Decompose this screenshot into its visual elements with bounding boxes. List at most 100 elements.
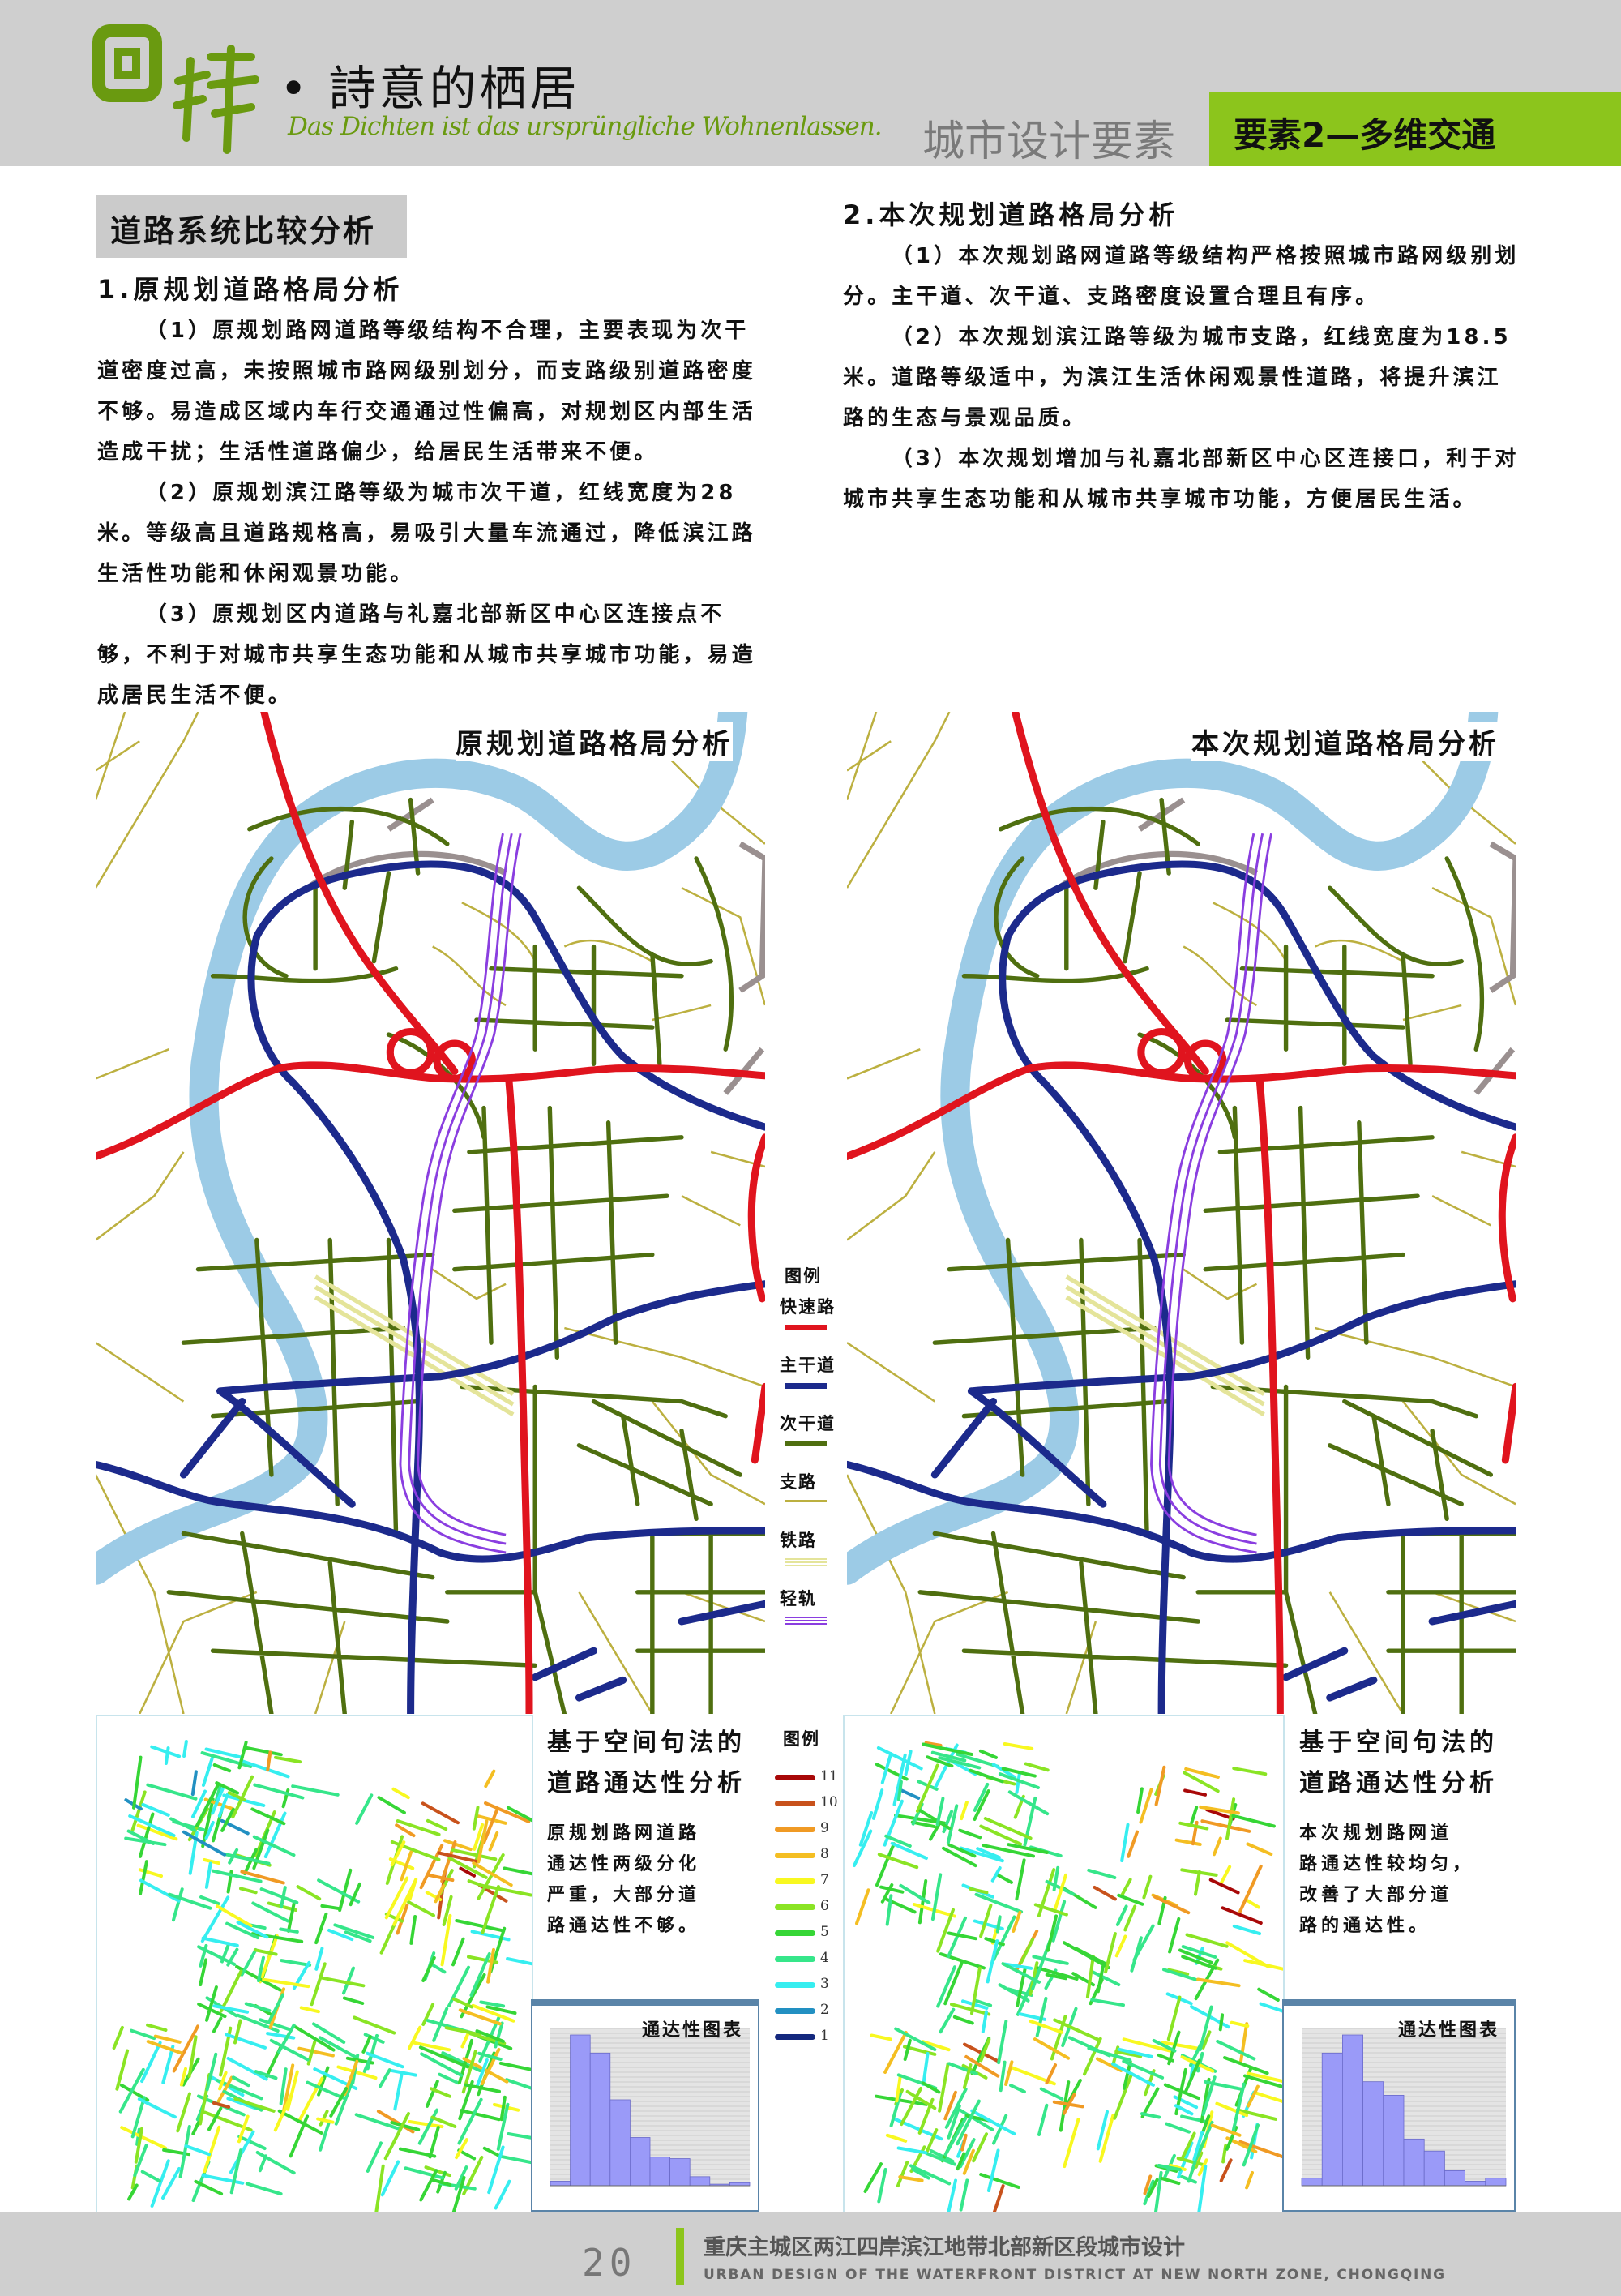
- accessibility-segment: [911, 2167, 930, 2180]
- accessibility-segment: [329, 2087, 348, 2118]
- accessibility-segment: [1001, 1767, 1037, 1778]
- accessibility-segment: [1183, 2058, 1201, 2094]
- accessibility-segment: [146, 2023, 168, 2032]
- accessibility-segment: [226, 2057, 268, 2081]
- accessibility-segment: [203, 2125, 221, 2174]
- accessibility-segment: [472, 1861, 513, 1887]
- accessibility-segment: [460, 2031, 470, 2049]
- accessibility-segment: [1199, 1805, 1240, 1815]
- accessibility-segment: [1074, 1947, 1107, 1966]
- accessibility-legend-swatch: [775, 2008, 815, 2014]
- right-paragraph-3: （3）本次规划增加与礼嘉北部新区中心区连接口，利于对城市共享生态功能和从城市共享…: [843, 447, 1520, 512]
- accessibility-segment: [455, 1919, 506, 1933]
- accessibility-segment: [447, 2175, 466, 2227]
- accessibility-legend-label: 9: [820, 1820, 829, 1836]
- accessibility-segment: [991, 1763, 1017, 1780]
- accessibility-segment: [216, 1904, 253, 1928]
- accessibility-segment: [314, 1912, 328, 1945]
- histogram-bar: [550, 2181, 571, 2187]
- accessibility-segment: [287, 1901, 296, 1933]
- left-accessibility-map: [96, 1715, 558, 2227]
- accessibility-segment: [251, 1901, 290, 1923]
- accessibility-segment: [1181, 1945, 1217, 1959]
- accessibility-segment: [855, 1888, 870, 1925]
- accessibility-segment: [242, 1848, 258, 1875]
- accessibility-segment: [172, 2024, 199, 2073]
- accessibility-segment: [133, 2144, 148, 2178]
- accessibility-segment: [430, 1962, 447, 1974]
- accessibility-segment: [1053, 2018, 1101, 2042]
- accessibility-segment: [455, 2138, 468, 2160]
- accessibility-segment: [484, 1801, 531, 1823]
- accessibility-segment: [875, 2094, 928, 2106]
- accessibility-segment: [168, 1892, 212, 1910]
- accessibility-segment: [451, 1848, 498, 1861]
- left-map-title: 原规划道路格局分析: [456, 722, 733, 761]
- accessibility-segment: [132, 1755, 143, 1810]
- road-legend-label: 快速路: [780, 1297, 836, 1317]
- accessibility-segment: [112, 2025, 124, 2050]
- accessibility-segment: [312, 2022, 346, 2045]
- accessibility-segment: [471, 2003, 515, 2023]
- accessibility-segment: [434, 1883, 446, 1904]
- accessibility-segment: [440, 1913, 452, 1967]
- accessibility-segment: [127, 2183, 139, 2201]
- right-subheading: 2.本次规划道路格局分析: [843, 199, 1179, 230]
- accessibility-segment: [1183, 1788, 1207, 1797]
- accessibility-segment: [205, 1985, 218, 2022]
- accessibility-segment: [995, 1915, 1002, 1934]
- footer-title: 重庆主城区两江四岸滨江地带北部新区段城市设计: [704, 2235, 1185, 2260]
- accessibility-legend-swatch: [775, 1930, 815, 1936]
- accessibility-segment: [118, 2067, 145, 2114]
- accessibility-segment: [438, 2072, 460, 2085]
- accessibility-segment: [344, 1930, 372, 1943]
- accessibility-segment: [469, 1952, 491, 1998]
- accessibility-segment: [947, 1916, 967, 1959]
- histogram-bar: [570, 2034, 591, 2187]
- accessibility-segment: [472, 1806, 480, 1831]
- accessibility-segment: [426, 2080, 439, 2108]
- accessibility-segment: [973, 1782, 990, 1812]
- left-ss-text-1: 原规划路网道路: [547, 1823, 701, 1844]
- accessibility-segment: [962, 2063, 973, 2089]
- accessibility-segment: [169, 1817, 197, 1832]
- accessibility-segment: [876, 1746, 923, 1771]
- accessibility-segment: [250, 1807, 286, 1826]
- histogram-bar: [669, 2158, 691, 2187]
- accessibility-segment: [253, 1783, 305, 1800]
- right-ss-title-1: 基于空间句法的: [1299, 1728, 1498, 1757]
- accessibility-segment: [947, 1931, 977, 1941]
- accessibility-segment: [1136, 1787, 1144, 1814]
- accessibility-segment: [440, 1840, 457, 1883]
- accessibility-segment: [983, 1817, 1033, 1840]
- accessibility-segment: [239, 1887, 258, 1895]
- accessibility-segment: [946, 1804, 959, 1844]
- accessibility-segment: [1140, 2087, 1160, 2118]
- accessibility-segment: [366, 2141, 383, 2173]
- page-number: 20: [582, 2241, 637, 2285]
- accessibility-segment: [969, 1887, 989, 1895]
- accessibility-segment: [380, 2160, 400, 2197]
- accessibility-segment: [407, 1900, 435, 1917]
- accessibility-segment: [1090, 1969, 1121, 1986]
- accessibility-segment: [898, 2175, 924, 2182]
- road-legend-swatch: [785, 1441, 827, 1446]
- accessibility-segment: [1033, 2037, 1071, 2060]
- accessibility-segment: [1246, 1842, 1273, 1857]
- accessibility-segment: [488, 1831, 499, 1852]
- accessibility-segment: [349, 1882, 361, 1907]
- accessibility-segment: [481, 1885, 500, 1934]
- right-histogram-chart: [1301, 2028, 1507, 2187]
- accessibility-segment: [959, 2178, 969, 2212]
- histogram-bar: [1403, 2138, 1425, 2187]
- accessibility-segment: [939, 2007, 956, 2034]
- accessibility-segment: [973, 1789, 990, 1821]
- accessibility-segment: [909, 2164, 952, 2186]
- accessibility-segment: [130, 2096, 146, 2139]
- accessibility-segment: [1024, 1762, 1050, 1772]
- accessibility-segment: [338, 1868, 353, 1913]
- accessibility-segment: [1051, 1900, 1067, 1943]
- accessibility-segment: [1166, 1995, 1182, 2041]
- accessibility-segment: [979, 2173, 1020, 2189]
- accessibility-segment: [1231, 2082, 1246, 2133]
